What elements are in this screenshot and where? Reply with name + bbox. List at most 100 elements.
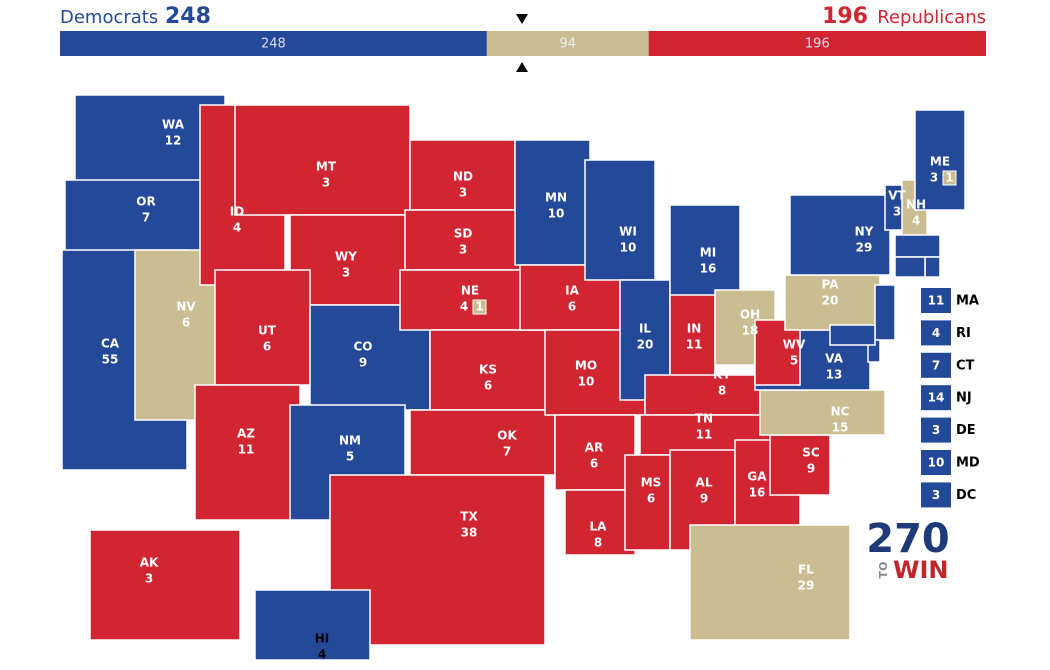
state-votes: 3	[459, 186, 467, 200]
state-shape	[669, 294, 716, 391]
small-state-box	[921, 352, 951, 378]
state-shape	[644, 374, 761, 416]
state-abbr: TX	[460, 510, 478, 524]
state-abbr: AR	[585, 441, 604, 455]
district-box	[472, 299, 487, 315]
small-state-box	[921, 385, 951, 411]
state-abbr: ID	[230, 205, 244, 219]
state-abbr: MO	[575, 359, 597, 373]
district-votes: 1	[475, 300, 483, 314]
state-votes: 3	[322, 176, 330, 190]
state-shape	[564, 489, 636, 556]
state-votes: 55	[102, 353, 119, 367]
state-abbr: IN	[687, 322, 702, 336]
small-state-votes: 7	[932, 358, 940, 372]
state-votes: 4	[460, 300, 468, 314]
state-votes: 4	[318, 648, 326, 662]
state-shape	[429, 329, 551, 411]
state-abbr: GA	[747, 470, 767, 484]
state-votes: 10	[578, 375, 595, 389]
small-state-box	[921, 288, 951, 313]
state-votes: 3	[459, 243, 467, 257]
state-shape	[874, 284, 896, 341]
state-votes: 16	[749, 486, 766, 500]
small-state-abbr: RI	[956, 326, 971, 341]
state-abbr: UT	[258, 324, 277, 338]
small-state-votes: 3	[932, 488, 940, 502]
state-abbr: IL	[639, 322, 651, 336]
logo-number: 270	[866, 516, 950, 562]
state-votes: 11	[696, 428, 713, 442]
tally-label: 94	[559, 37, 576, 52]
district-box	[942, 170, 957, 186]
small-state-abbr: MD	[956, 456, 980, 471]
small-states: 11 MA 4 RI 7 CT 14 NJ 3 DE 10 MD 3 DC	[829, 234, 980, 508]
state-abbr: MI	[700, 246, 716, 260]
small-state-box	[921, 417, 951, 443]
state-abbr: KS	[479, 363, 497, 377]
rep-label: Republicans	[877, 7, 986, 28]
state-abbr: MN	[545, 191, 567, 205]
state-shape	[214, 269, 311, 386]
state-abbr: OH	[740, 308, 760, 322]
dem-total: 248	[165, 4, 211, 29]
small-state-box	[921, 450, 951, 475]
state-shape	[924, 256, 941, 278]
logo-to: TO	[877, 562, 890, 579]
midpoint-arrow	[516, 62, 528, 72]
state-votes: 6	[263, 340, 271, 354]
state-abbr: NY	[855, 225, 874, 239]
state-votes: 15	[832, 421, 849, 435]
state-abbr: AK	[140, 556, 159, 570]
state-votes: 18	[742, 324, 759, 338]
state-shape	[829, 324, 876, 346]
state-votes: 8	[594, 536, 602, 550]
state-votes: 29	[798, 579, 815, 593]
state-abbr: ME	[930, 155, 950, 169]
state-abbr: AZ	[237, 427, 255, 441]
state-votes: 16	[700, 262, 717, 276]
state-shape	[914, 109, 966, 211]
state-votes: 4	[912, 214, 920, 228]
small-state-votes: 14	[928, 391, 945, 405]
state-shape	[689, 524, 851, 641]
state-votes: 6	[590, 457, 598, 471]
state-votes: 29	[856, 241, 873, 255]
state-shape	[624, 454, 671, 551]
state-abbr: SC	[802, 446, 820, 460]
state-votes: 3	[930, 171, 938, 185]
state-votes: 3	[342, 266, 350, 280]
tally-segment	[486, 31, 649, 56]
state-abbr: NC	[831, 405, 850, 419]
state-shape	[554, 414, 636, 491]
small-state-votes: 4	[932, 326, 940, 340]
state-votes: 9	[700, 492, 708, 506]
state-votes: 12	[165, 134, 182, 148]
state-abbr: PA	[822, 278, 840, 292]
state-abbr: ND	[453, 170, 473, 184]
state-abbr: VT	[888, 189, 906, 203]
state-abbr: WA	[162, 118, 185, 132]
state-shape	[584, 159, 656, 281]
state-votes: 3	[893, 205, 901, 219]
state-votes: 6	[182, 316, 190, 330]
state-votes: 5	[346, 450, 354, 464]
state-shape	[254, 589, 371, 661]
state-abbr: NM	[339, 434, 361, 448]
state-shape	[894, 234, 941, 258]
state-votes: 6	[568, 300, 576, 314]
state-votes: 38	[461, 526, 478, 540]
states: WA12OR7CA55NV6ID4MT3WY3UT6AZ11CO9NM5ND3S…	[61, 94, 966, 662]
state-abbr: WV	[783, 338, 806, 352]
state-abbr: FL	[798, 563, 814, 577]
state-votes: 13	[826, 368, 843, 382]
state-votes: 20	[822, 294, 839, 308]
state-abbr: OK	[497, 429, 517, 443]
state-votes: 7	[142, 211, 150, 225]
state-abbr: WI	[619, 225, 637, 239]
tally-segment	[60, 31, 487, 56]
small-state-votes: 3	[932, 423, 940, 437]
state-abbr: LA	[590, 520, 608, 534]
state-shape	[754, 319, 801, 386]
logo: 270 TO WIN	[866, 516, 950, 584]
